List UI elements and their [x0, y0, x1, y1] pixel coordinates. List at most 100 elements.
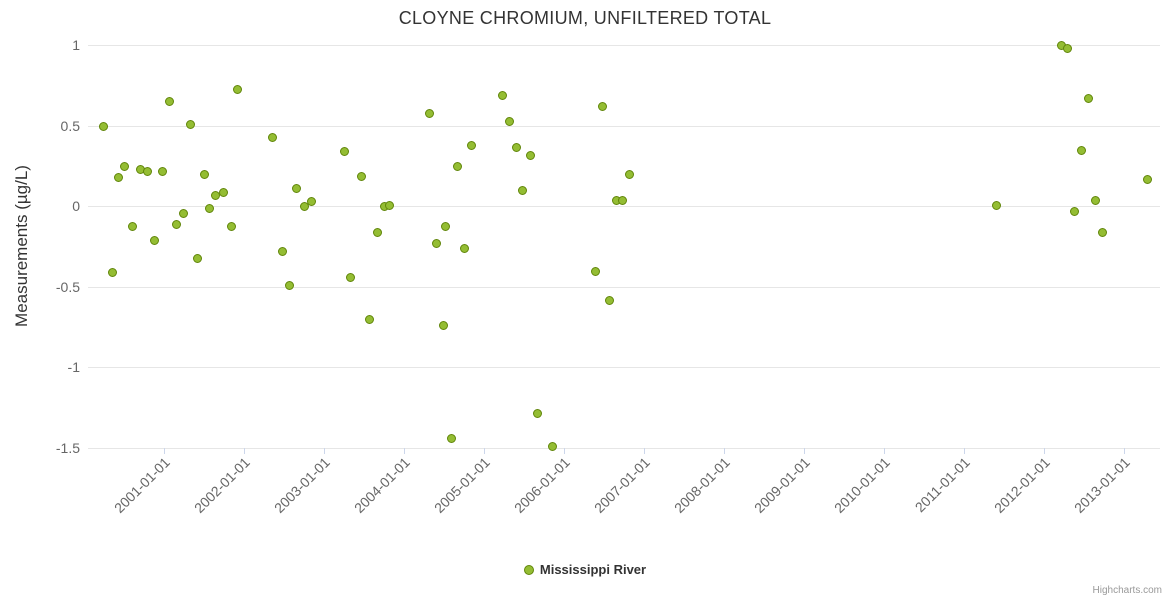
y-gridline: [88, 125, 1160, 127]
data-point[interactable]: [604, 295, 614, 305]
x-axis-tick: [164, 448, 165, 454]
data-point[interactable]: [504, 116, 514, 126]
x-axis-tick-label: 2009-01-01: [751, 454, 814, 516]
x-axis-tick-label: 2002-01-01: [191, 454, 254, 516]
data-point[interactable]: [1063, 44, 1073, 54]
data-point[interactable]: [186, 119, 196, 129]
x-axis-tick-label: 2011-01-01: [912, 454, 974, 516]
x-axis-tick-label: 2012-01-01: [991, 454, 1054, 516]
data-point[interactable]: [460, 244, 469, 254]
x-axis-tick-label: 2010-01-01: [831, 454, 894, 516]
data-point[interactable]: [439, 321, 449, 331]
data-point[interactable]: [591, 266, 601, 276]
x-axis-tick: [244, 448, 245, 454]
legend-marker-icon: [523, 564, 534, 575]
data-point[interactable]: [364, 315, 374, 325]
data-point[interactable]: [300, 202, 309, 212]
y-axis-tick-label: -1: [67, 359, 80, 376]
x-axis-tick: [1124, 448, 1125, 454]
data-point[interactable]: [1070, 207, 1080, 217]
data-point[interactable]: [498, 90, 508, 100]
y-axis-tick-label: 1: [72, 37, 80, 53]
data-point[interactable]: [356, 171, 366, 181]
highcharts-credits-link[interactable]: Highcharts.com: [1092, 585, 1162, 596]
data-point[interactable]: [164, 97, 174, 107]
data-point[interactable]: [1143, 174, 1153, 184]
y-gridline: [88, 448, 1160, 449]
data-point[interactable]: [99, 121, 109, 131]
y-gridline: [88, 45, 1160, 46]
x-axis-tick: [804, 448, 805, 454]
data-point[interactable]: [624, 169, 634, 179]
data-point[interactable]: [143, 166, 153, 176]
data-point[interactable]: [467, 140, 477, 150]
data-point[interactable]: [992, 200, 1001, 210]
data-point[interactable]: [548, 442, 557, 452]
data-point[interactable]: [158, 166, 168, 176]
data-point[interactable]: [432, 239, 441, 249]
data-point[interactable]: [384, 200, 394, 210]
data-point[interactable]: [447, 434, 457, 444]
data-point[interactable]: [114, 173, 124, 183]
data-point[interactable]: [108, 268, 117, 278]
x-axis-tick: [724, 448, 725, 454]
data-point[interactable]: [120, 161, 129, 171]
y-axis-tick-label: -1.5: [55, 440, 80, 456]
x-axis-tick-label: 2003-01-01: [271, 454, 334, 516]
y-axis-title: Measurements (µg/L): [12, 165, 31, 327]
data-point[interactable]: [128, 221, 137, 231]
x-axis-tick-label: 2007-01-01: [591, 454, 654, 516]
x-axis-tick: [484, 448, 485, 454]
data-point[interactable]: [452, 161, 462, 171]
data-point[interactable]: [1098, 227, 1108, 237]
data-point[interactable]: [232, 84, 242, 94]
data-point[interactable]: [307, 197, 317, 207]
x-axis-tick: [404, 448, 405, 454]
data-point[interactable]: [1084, 94, 1093, 104]
x-axis-tick: [564, 448, 565, 454]
legend-label: Mississippi River: [539, 562, 647, 577]
y-axis-tick-label: 0: [72, 198, 80, 215]
data-point[interactable]: [372, 227, 382, 237]
y-axis-tick-label: -0.5: [55, 278, 80, 295]
data-point[interactable]: [284, 281, 294, 291]
chart-title: CLOYNE CHROMIUM, UNFILTERED TOTAL: [398, 8, 772, 28]
x-axis-tick: [644, 448, 645, 454]
data-point[interactable]: [598, 102, 608, 112]
x-axis-tick-label: 2006-01-01: [511, 454, 574, 516]
y-gridline: [88, 367, 1160, 369]
data-point[interactable]: [518, 186, 528, 196]
data-point[interactable]: [292, 184, 301, 194]
data-point[interactable]: [1091, 195, 1101, 205]
data-point[interactable]: [227, 221, 237, 231]
x-axis-tick: [324, 448, 325, 454]
x-axis-tick: [884, 448, 885, 454]
y-gridline: [88, 206, 1160, 208]
data-point[interactable]: [192, 253, 202, 263]
data-point[interactable]: [150, 236, 160, 246]
x-axis-tick-label: 2005-01-01: [431, 454, 494, 516]
data-point[interactable]: [1076, 145, 1086, 155]
data-point[interactable]: [219, 187, 229, 197]
data-point[interactable]: [278, 247, 288, 257]
legend[interactable]: Mississippi River: [0, 562, 1170, 577]
data-point[interactable]: [340, 147, 349, 157]
data-point[interactable]: [618, 195, 628, 205]
x-axis-tick-label: 2001-01-01: [111, 454, 174, 516]
data-point[interactable]: [204, 203, 214, 213]
data-point[interactable]: [346, 273, 356, 283]
y-axis-tick-label: 0.5: [60, 117, 80, 134]
data-point[interactable]: [268, 132, 277, 142]
data-point[interactable]: [526, 150, 536, 160]
x-axis-tick-label: 2013-01-01: [1071, 454, 1134, 516]
data-point[interactable]: [179, 208, 189, 218]
x-axis-tick-label: 2008-01-01: [671, 454, 734, 516]
data-point[interactable]: [424, 108, 434, 118]
data-point[interactable]: [512, 142, 521, 152]
data-point[interactable]: [440, 221, 450, 231]
x-axis-tick: [964, 448, 965, 454]
data-point[interactable]: [532, 408, 542, 418]
data-point[interactable]: [200, 169, 209, 179]
data-point[interactable]: [172, 219, 181, 229]
